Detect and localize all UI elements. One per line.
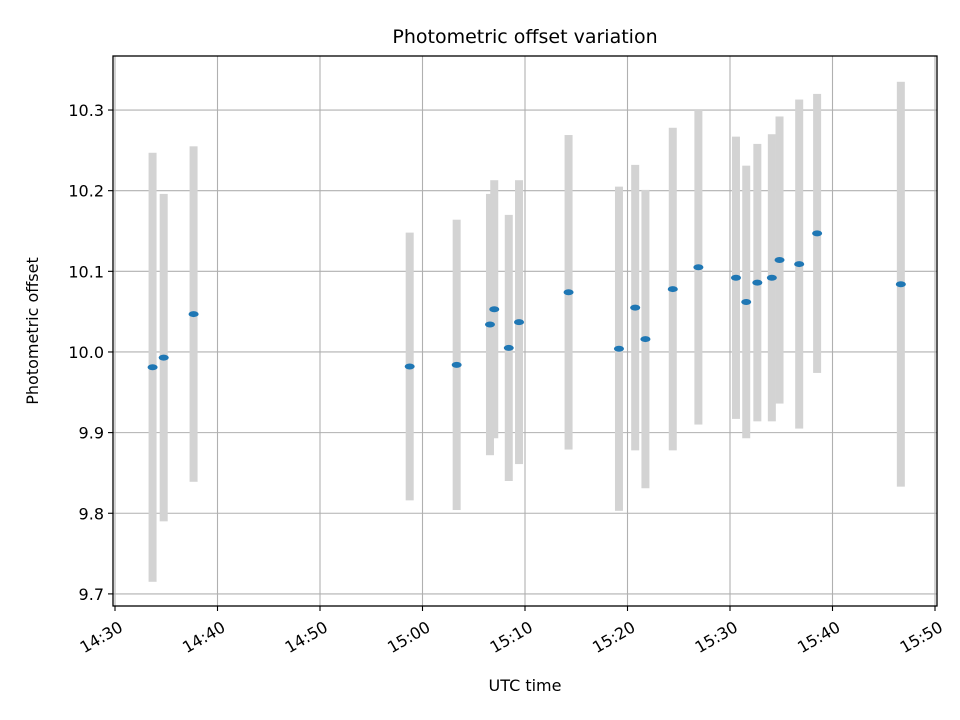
data-point	[766, 274, 777, 281]
data-point	[895, 281, 906, 288]
data-point	[514, 319, 525, 326]
y-tick-label: 10.2	[68, 182, 104, 201]
data-point	[613, 345, 624, 352]
y-tick-label: 10.1	[68, 262, 104, 281]
data-point	[503, 344, 514, 351]
y-tick-label: 10.3	[68, 101, 104, 120]
data-point	[404, 363, 415, 370]
data-point	[630, 304, 641, 311]
y-tick-label: 9.8	[79, 504, 104, 523]
data-point	[794, 261, 805, 268]
data-point	[667, 286, 678, 293]
data-point	[188, 311, 199, 318]
data-point	[693, 264, 704, 271]
data-point	[812, 230, 823, 237]
x-axis-label: UTC time	[489, 676, 562, 695]
y-tick-label: 10.0	[68, 343, 104, 362]
y-axis: 9.7 9.8 9.9 10.0 10.1 10.2 10.3	[68, 101, 113, 604]
data-point	[774, 257, 785, 264]
data-point	[484, 321, 495, 328]
data-points	[147, 230, 906, 371]
data-point	[451, 361, 462, 368]
data-point	[489, 306, 500, 313]
data-point	[752, 279, 763, 286]
data-point	[741, 298, 752, 305]
data-point	[158, 354, 169, 361]
y-tick-label: 9.9	[79, 424, 104, 443]
data-point	[640, 336, 651, 343]
data-point	[730, 274, 741, 281]
chart-title: Photometric offset variation	[392, 26, 657, 48]
data-point	[563, 289, 574, 296]
y-tick-label: 9.7	[79, 585, 104, 604]
data-point	[147, 364, 158, 371]
y-axis-label: Photometric offset	[23, 257, 42, 405]
